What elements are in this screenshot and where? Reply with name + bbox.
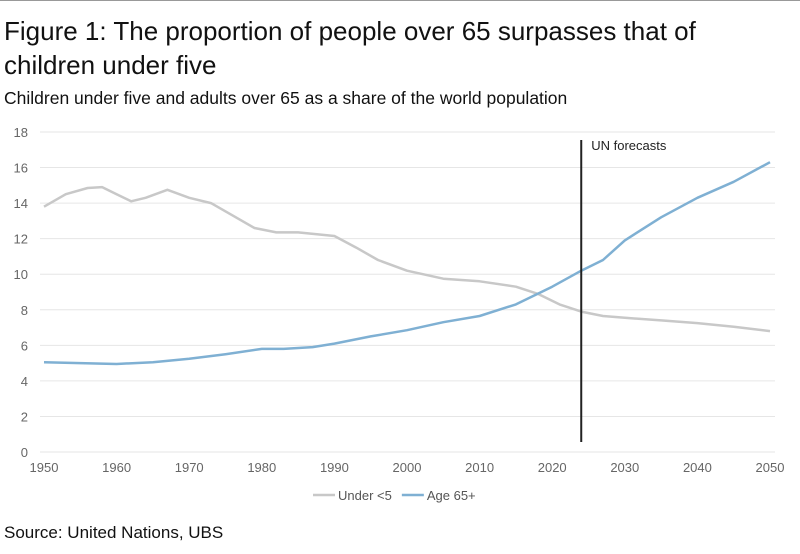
x-tick-label: 2000 (393, 460, 422, 475)
y-tick-label: 8 (21, 303, 28, 318)
legend-label: Under <5 (338, 488, 392, 503)
x-tick-label: 1990 (320, 460, 349, 475)
x-tick-label: 2020 (538, 460, 567, 475)
y-tick-label: 12 (14, 232, 28, 247)
x-tick-label: 2030 (610, 460, 639, 475)
y-tick-label: 16 (14, 161, 28, 176)
series-line-under-5 (43, 185, 771, 333)
y-tick-label: 18 (14, 125, 28, 140)
y-tick-label: 2 (21, 409, 28, 424)
x-tick-label: 2040 (683, 460, 712, 475)
y-tick-label: 4 (21, 374, 28, 389)
x-tick-label: 2010 (465, 460, 494, 475)
y-tick-label: 6 (21, 338, 28, 353)
x-tick-label: 2050 (756, 460, 785, 475)
forecast-annotation: UN forecasts (591, 138, 667, 153)
chart-title: Figure 1: The proportion of people over … (4, 16, 696, 80)
x-tick-label: 1980 (247, 460, 276, 475)
y-tick-label: 14 (14, 196, 28, 211)
source-note: Source: United Nations, UBS (4, 523, 224, 542)
chart-subtitle: Children under five and adults over 65 a… (4, 88, 568, 108)
series-line-age-65-plus (43, 161, 771, 366)
legend-label: Age 65+ (427, 488, 476, 503)
x-tick-label: 1950 (30, 460, 59, 475)
y-tick-label: 0 (21, 445, 28, 460)
x-tick-label: 1960 (102, 460, 131, 475)
top-rule (0, 0, 800, 1)
x-tick-label: 1970 (175, 460, 204, 475)
y-tick-label: 10 (14, 267, 28, 282)
